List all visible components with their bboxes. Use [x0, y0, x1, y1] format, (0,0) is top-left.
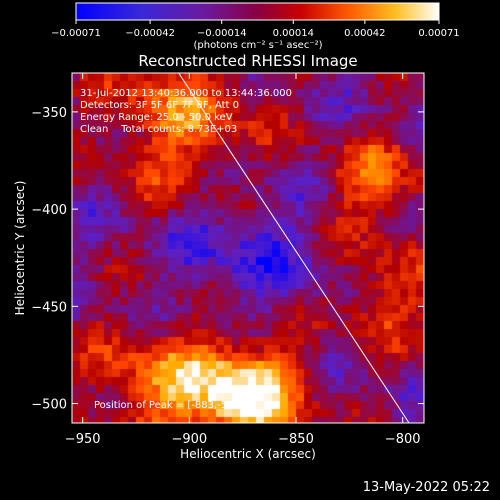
colorbar-gradient	[75, 2, 440, 21]
annotation-time-range: 31-Jul-2012 13:40:36.000 to 13:44:36.000	[80, 88, 292, 99]
peak-position-label: Position of Peak = [-883,-503]	[94, 400, 244, 411]
y-tick-label: −450	[31, 300, 67, 315]
x-axis-ticks: −950 −900 −850 −800	[65, 73, 421, 447]
colorbar-tick-label: 0.00042	[344, 28, 385, 39]
colorbar-tick-label: −0.00071	[51, 28, 101, 39]
y-axis-ticks: −350 −400 −450 −500	[31, 106, 424, 413]
solar-limb-line	[178, 72, 410, 424]
colorbar-ticks: −0.00071 −0.00042 −0.00014 0.00014 0.00042 0.…	[51, 20, 460, 39]
x-tick-label: −800	[385, 432, 421, 447]
x-tick-label: −950	[65, 432, 101, 447]
plot-border	[71, 72, 425, 424]
footer-timestamp: 13-May-2022 05:22	[362, 480, 490, 495]
colorbar-tick-label: 0.00071	[418, 28, 459, 39]
colorbar-tick-label: 0.00014	[273, 28, 314, 39]
observation-annotations: 31-Jul-2012 13:40:36.000 to 13:44:36.000…	[80, 88, 292, 135]
x-tick-label: −900	[171, 432, 207, 447]
colorbar-tick-label: −0.00014	[197, 28, 247, 39]
y-axis-title: Heliocentric Y (arcsec)	[13, 181, 27, 316]
heatmap-image	[72, 73, 424, 423]
colorbar: −0.00071 −0.00042 −0.00014 0.00014 0.00042 0.…	[51, 2, 460, 51]
colorbar-units: (photons cm⁻² s⁻¹ asec⁻²)	[193, 40, 322, 51]
heatmap-plot-area	[72, 73, 424, 423]
x-tick-label: −850	[278, 432, 314, 447]
annotation-clean-counts: Clean Total counts: 8.73E+03	[80, 124, 237, 135]
annotation-energy-range: Energy Range: 25.0 - 50.0 keV	[80, 112, 233, 123]
x-axis-title: Heliocentric X (arcsec)	[180, 447, 316, 461]
y-tick-label: −400	[31, 203, 67, 218]
y-tick-label: −350	[31, 106, 67, 121]
chart-title: Reconstructed RHESSI Image	[138, 52, 358, 70]
y-tick-label: −500	[31, 398, 67, 413]
colorbar-tick-label: −0.00042	[125, 28, 175, 39]
annotation-detectors: Detectors: 3F 5F 6F 7F 8F, Att 0	[80, 100, 239, 111]
